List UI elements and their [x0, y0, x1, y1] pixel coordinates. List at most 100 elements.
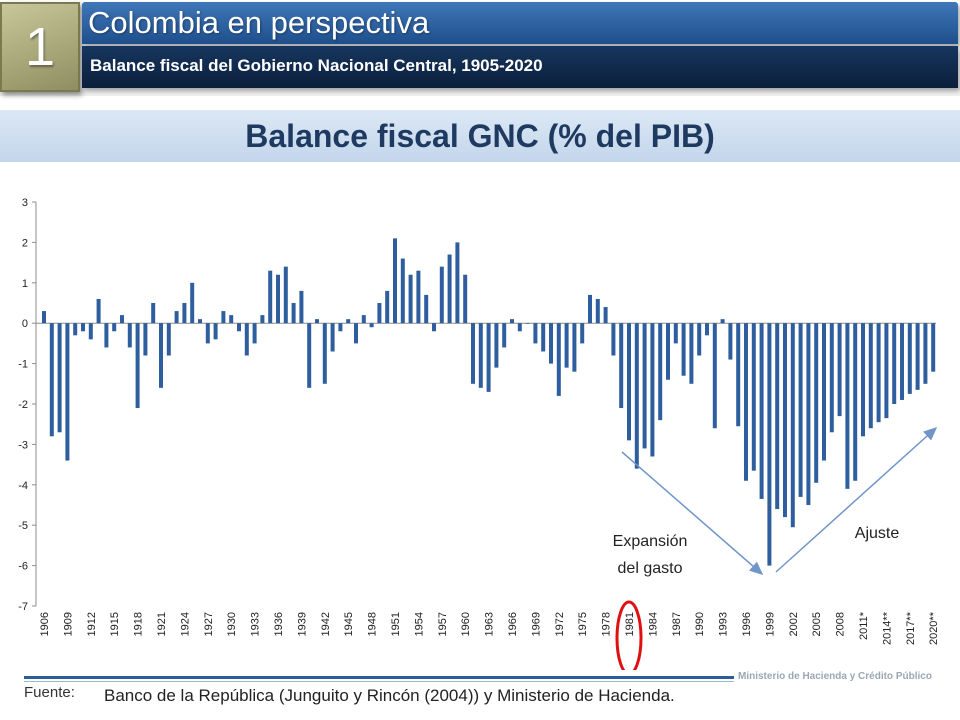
bar — [244, 323, 249, 356]
bar — [790, 323, 795, 528]
bar — [127, 323, 132, 348]
x-tick-label: 2014** — [881, 611, 893, 645]
bar — [627, 323, 631, 441]
x-tick-label: 1990 — [694, 612, 706, 636]
bar — [603, 307, 608, 324]
bar — [88, 323, 93, 340]
bar — [611, 323, 616, 356]
bar — [517, 323, 522, 332]
bar — [478, 323, 483, 388]
x-tick-label: 1972 — [554, 612, 566, 636]
bar — [291, 303, 296, 324]
x-tick-label: 1960 — [460, 612, 472, 636]
bar — [268, 270, 273, 324]
x-tick-label: 1930 — [226, 612, 238, 636]
chart-title: Balance fiscal GNC (% del PIB) — [245, 118, 715, 154]
bar — [112, 323, 117, 332]
bar — [205, 323, 210, 344]
x-tick-label: 1924 — [179, 612, 191, 636]
bar — [767, 323, 772, 566]
highlight-1981-ellipse — [615, 600, 643, 670]
bar — [276, 274, 280, 324]
bar — [736, 323, 741, 427]
y-tick-label: -6 — [18, 561, 28, 573]
bar — [673, 323, 678, 344]
bar — [213, 323, 218, 340]
y-tick-label: 2 — [22, 237, 28, 249]
x-tick-label: 1927 — [203, 612, 215, 636]
bar — [923, 323, 928, 384]
adjustment-label: Ajuste — [855, 525, 900, 542]
x-tick-label: 2011* — [858, 611, 870, 640]
bar — [564, 323, 569, 368]
x-tick-label: 1987 — [671, 612, 683, 636]
bar — [393, 238, 397, 324]
source-label: Fuente: — [24, 684, 75, 701]
bar — [151, 303, 156, 324]
y-tick-label: -3 — [18, 439, 28, 451]
y-tick-label: -1 — [18, 359, 28, 371]
bar — [237, 323, 241, 332]
x-tick-label: 1912 — [86, 612, 98, 636]
bar — [744, 323, 748, 481]
x-tick-label: 2017** — [905, 611, 917, 645]
bar — [486, 323, 491, 392]
bar — [369, 323, 374, 328]
bar — [907, 323, 912, 394]
bar — [447, 254, 452, 324]
bar — [853, 323, 858, 481]
x-tick-label: 1993 — [718, 612, 730, 636]
x-tick-label: 1939 — [296, 612, 308, 636]
bar — [845, 323, 850, 489]
bar — [806, 323, 811, 505]
bar — [260, 315, 265, 324]
bar — [759, 323, 764, 499]
x-tick-label: 1966 — [507, 612, 519, 636]
bar — [728, 323, 733, 360]
bar — [650, 323, 655, 457]
bar — [915, 323, 920, 390]
footer-divider — [24, 676, 734, 679]
x-tick-label: 1957 — [437, 612, 449, 636]
x-tick-label: 1969 — [530, 612, 542, 636]
bar — [494, 323, 499, 368]
x-tick-label: 1963 — [484, 612, 496, 636]
bar — [572, 323, 577, 372]
bar — [432, 323, 436, 332]
bar — [408, 274, 413, 324]
bar — [377, 303, 382, 324]
bar — [190, 282, 195, 324]
bar — [681, 323, 686, 376]
footer-divider-thin — [24, 681, 734, 682]
bar — [549, 323, 553, 364]
bar — [837, 323, 842, 417]
y-tick-label: -7 — [18, 601, 28, 613]
bar — [705, 323, 709, 336]
bar — [712, 323, 717, 429]
fiscal-balance-chart: 3 2 1 0 -1 -2 -3 -4 -5 -6 -7 1906 1909 1912 1915 1918 19… — [18, 197, 940, 670]
slide-number-badge: 1 — [0, 2, 80, 92]
x-tick-label: 1918 — [133, 612, 145, 636]
bar — [104, 323, 109, 348]
bar — [229, 315, 234, 324]
bar — [814, 323, 819, 483]
x-tick-label: 1975 — [577, 612, 589, 636]
expansion-arrow — [621, 451, 764, 575]
bar — [595, 298, 600, 324]
x-tick-label: 1954 — [413, 612, 425, 636]
x-tick-label: 1921 — [156, 612, 168, 636]
bar — [354, 323, 358, 344]
adjustment-arrow — [775, 426, 938, 573]
bar — [400, 258, 405, 324]
x-tick-label: 1996 — [741, 612, 753, 636]
bar — [307, 323, 312, 388]
x-tick-label: 2002 — [788, 612, 800, 636]
bar — [198, 319, 202, 324]
bar — [416, 270, 421, 324]
x-tick-label: 1909 — [62, 612, 74, 636]
bar — [884, 323, 889, 419]
bar — [619, 323, 624, 409]
x-tick-label: 2020** — [928, 611, 940, 645]
x-tick-label: 1981 — [624, 612, 636, 636]
bar — [861, 323, 865, 437]
